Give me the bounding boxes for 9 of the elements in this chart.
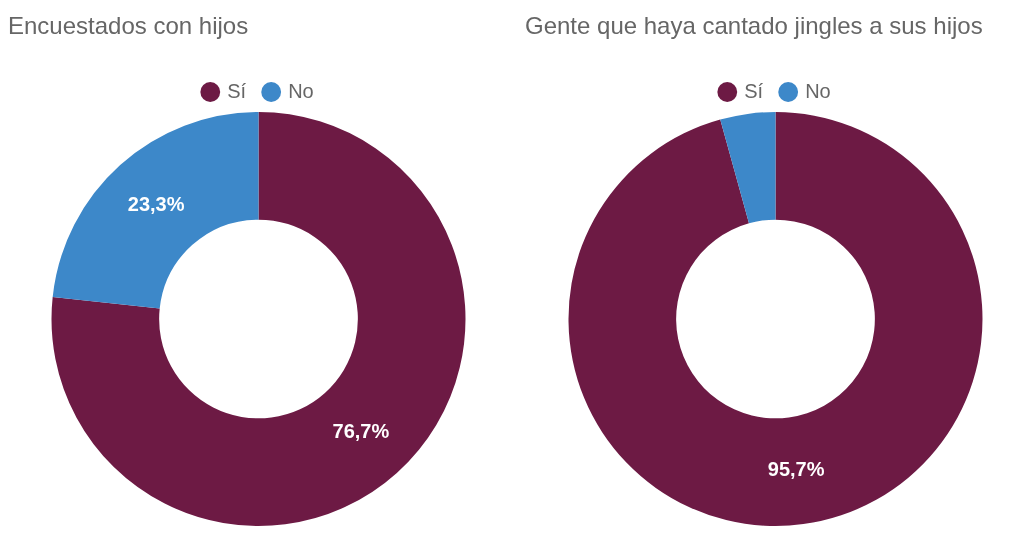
chart-title: Encuestados con hijos — [8, 12, 250, 41]
legend-label: Sí — [744, 79, 764, 102]
legend-label: No — [288, 79, 314, 102]
legend-label: No — [805, 79, 831, 102]
chart-title: Gente que haya cantado jingles a sus hijos — [525, 12, 984, 41]
data-label: 76,7% — [332, 420, 390, 443]
data-label: 95,7% — [767, 458, 825, 481]
data-label: 23,3% — [127, 192, 185, 215]
legend-label: Sí — [227, 79, 247, 102]
